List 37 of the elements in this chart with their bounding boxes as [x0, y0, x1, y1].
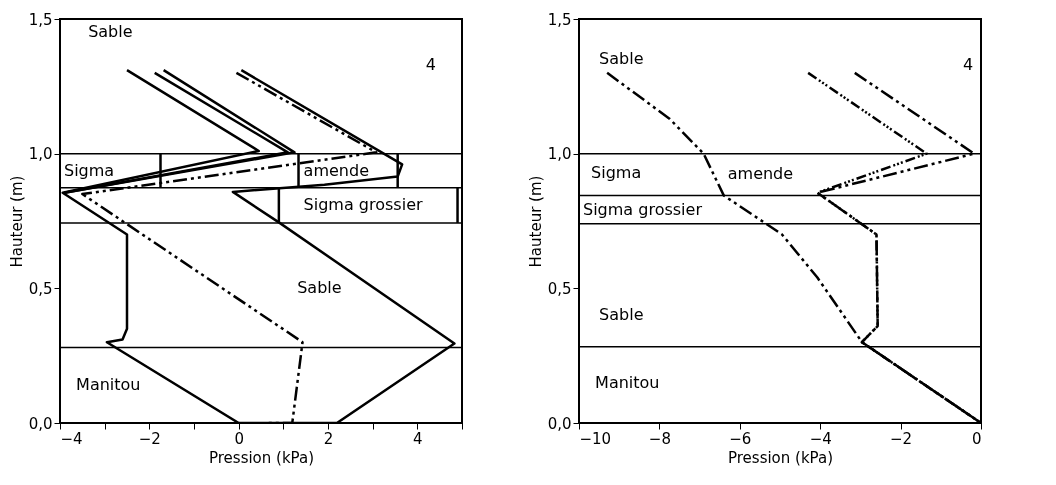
x-tick-label: 0: [234, 429, 244, 448]
x-tick-label: −4: [60, 429, 83, 448]
y-tick-label: 1,5: [28, 10, 53, 29]
annotation: amende: [727, 163, 794, 183]
x-tick-label: 4: [413, 429, 423, 448]
y-axis-title: Hauteur (m): [7, 175, 26, 268]
x-tick-label: 0: [971, 429, 982, 448]
y-tick-label: 1,0: [28, 145, 53, 164]
annotation: Sigma: [591, 162, 642, 182]
annotation: Sigma: [64, 161, 115, 181]
x-axis-title: Pression (kPa): [208, 448, 315, 467]
annotation: Sable: [88, 22, 133, 42]
annotation: 4: [425, 54, 437, 74]
annotation: Sigma grossier: [583, 200, 703, 220]
x-tick-label: 2: [323, 429, 334, 448]
y-tick-label: 1,5: [547, 10, 572, 29]
x-tick-label: −4: [809, 429, 832, 448]
x-tick-label: −2: [138, 429, 161, 448]
x-tick-label: −8: [648, 429, 671, 448]
annotation: 4: [962, 54, 974, 74]
annotation: Sigma grossier: [303, 194, 423, 214]
y-tick-label: 0,0: [547, 414, 572, 433]
x-tick-label: −6: [729, 429, 752, 448]
annotation: Manitou: [595, 372, 660, 392]
annotation: Manitou: [76, 375, 141, 395]
x-tick-label: −2: [890, 429, 913, 448]
y-tick-label: 1,0: [547, 145, 572, 164]
y-tick-label: 0,0: [28, 414, 53, 433]
y-tick-label: 0,5: [28, 279, 53, 298]
annotation: Sable: [297, 278, 342, 298]
annotation: amende: [303, 161, 369, 181]
annotation: Sable: [599, 49, 644, 69]
x-axis-title: Pression (kPa): [727, 448, 834, 467]
y-tick-label: 0,5: [547, 279, 572, 298]
y-axis-title: Hauteur (m): [526, 175, 545, 268]
annotation: Sable: [599, 305, 644, 325]
x-tick-label: −10: [579, 429, 612, 448]
